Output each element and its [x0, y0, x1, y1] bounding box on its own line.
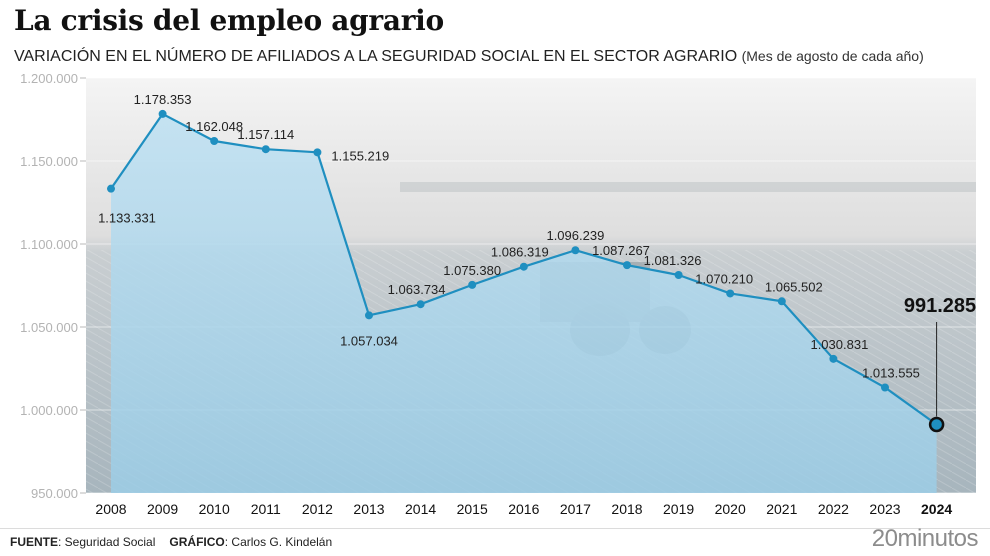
data-point — [210, 137, 219, 146]
data-point — [623, 261, 631, 270]
source-value: : Seguridad Social — [58, 535, 156, 549]
x-tick-label: 2008 — [95, 501, 126, 517]
x-tick-label: 2024 — [921, 501, 952, 517]
x-tick-label: 2019 — [663, 501, 694, 517]
source-label: FUENTE — [10, 535, 58, 549]
y-tick-label: 1.150.000 — [20, 154, 78, 169]
data-point — [571, 246, 580, 255]
x-tick-label: 2022 — [818, 501, 849, 517]
data-label: 1.057.034 — [340, 333, 398, 348]
data-point — [777, 297, 786, 306]
data-point — [416, 300, 425, 309]
data-label: 1.075.380 — [443, 263, 501, 278]
data-label: 1.063.734 — [388, 282, 446, 297]
data-point — [365, 311, 373, 320]
data-label: 1.133.331 — [98, 211, 156, 226]
data-points — [107, 109, 945, 433]
x-tick-label: 2020 — [715, 501, 746, 517]
y-tick-label: 1.100.000 — [20, 237, 78, 252]
x-tick-label: 2015 — [457, 501, 488, 517]
y-tick-label: 1.200.000 — [20, 71, 78, 86]
data-point — [468, 280, 477, 289]
subtitle-note: (Mes de agosto de cada año) — [741, 48, 924, 64]
data-point — [519, 262, 528, 271]
data-point — [158, 109, 167, 118]
x-tick-label: 2011 — [251, 501, 281, 517]
data-label: 1.087.267 — [592, 243, 650, 258]
data-label: 1.081.326 — [644, 253, 702, 268]
data-point — [107, 184, 115, 193]
x-tick-label: 2016 — [508, 501, 539, 517]
data-label: 1.086.319 — [491, 245, 549, 260]
y-tick-label: 1.000.000 — [20, 403, 78, 418]
area-fill-group — [111, 113, 937, 493]
x-tick-label: 2017 — [560, 501, 591, 517]
data-label: 1.065.502 — [765, 279, 823, 294]
data-label: 1.157.114 — [237, 127, 294, 142]
x-tick-label: 2018 — [611, 501, 642, 517]
data-label: 1.030.831 — [810, 337, 868, 352]
x-tick-label: 2010 — [199, 501, 230, 517]
horizon-band — [400, 182, 976, 192]
data-point — [674, 270, 683, 279]
x-axis-ticks: 2008 2009 2010 2011 2012 2013 2014 2015 2016 2017… — [95, 501, 952, 517]
data-point-highlight — [928, 416, 945, 433]
x-tick-label: 2013 — [353, 501, 384, 517]
brand-logo: 20minutos — [871, 525, 979, 552]
data-label-highlight: 991.285 — [904, 295, 976, 317]
x-tick-label: 2014 — [405, 501, 436, 517]
data-label: 1.178.353 — [134, 92, 192, 107]
data-label: 1.013.555 — [862, 365, 920, 380]
data-label: 1.155.219 — [331, 148, 389, 163]
x-tick-label: 2021 — [766, 501, 797, 517]
y-axis-ticks: 950.000 1.000.000 1.050.000 1.100.000 1.150.… — [20, 71, 86, 501]
footer-credits: FUENTE: Seguridad Social GRÁFICO: Carlos … — [10, 535, 332, 549]
data-point — [726, 289, 735, 298]
x-tick-label: 2009 — [147, 501, 178, 517]
y-tick-label: 1.050.000 — [20, 320, 78, 335]
footer-divider — [0, 528, 990, 529]
subtitle-text: VARIACIÓN EN EL NÚMERO DE AFILIADOS A LA… — [14, 48, 738, 65]
chart-subtitle: VARIACIÓN EN EL NÚMERO DE AFILIADOS A LA… — [14, 48, 924, 66]
data-label: 1.070.210 — [695, 271, 753, 286]
data-point — [829, 354, 838, 363]
data-point — [261, 145, 270, 154]
x-tick-label: 2023 — [869, 501, 900, 517]
credit-label: GRÁFICO — [169, 535, 225, 549]
x-tick-label: 2012 — [302, 501, 333, 517]
chart-title: La crisis del empleo agrario — [14, 4, 444, 37]
y-tick-label: 950.000 — [31, 486, 78, 501]
data-point — [313, 148, 322, 157]
data-label: 1.096.239 — [546, 228, 604, 243]
credit-value: : Carlos G. Kindelán — [224, 535, 333, 549]
area-fill — [111, 113, 937, 493]
data-point — [881, 383, 889, 392]
data-label: 1.162.048 — [185, 119, 243, 134]
